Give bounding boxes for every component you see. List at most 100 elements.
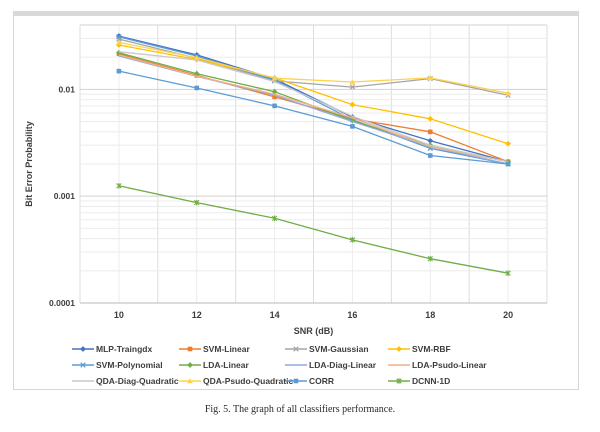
y-tick-label: 0.0001 <box>49 298 75 308</box>
data-point-marker <box>427 115 434 122</box>
x-tick-label: 12 <box>192 310 202 320</box>
x-axis-title: SNR (dB) <box>294 326 334 336</box>
data-point-marker <box>505 140 511 147</box>
legend-item-svm-rbf: SVM-RBF <box>388 343 538 355</box>
data-point-marker <box>194 199 200 206</box>
series-line-qda-diag-quadratic <box>118 51 509 163</box>
data-point-marker <box>505 90 511 96</box>
data-point-marker <box>349 79 356 85</box>
legend-item-lda-linear: LDA-Linear <box>179 359 285 371</box>
legend-item-svm-gaussian: SVM-Gaussian <box>285 343 388 355</box>
data-point-marker <box>427 255 433 262</box>
series-line-qda-psudo-quadratic <box>118 41 509 94</box>
data-point-marker <box>187 362 193 368</box>
legend-label-dcnn-1d: DCNN-1D <box>412 376 451 386</box>
legend-label-svm-polynomial: SVM-Polynomial <box>96 360 163 370</box>
legend-label-svm-gaussian: SVM-Gaussian <box>309 344 369 354</box>
legend-item-qda-psudo-quadratic: QDA-Psudo-Quadratic <box>179 375 293 387</box>
data-point-marker <box>427 129 433 135</box>
legend-swatch-lda-psudo-linear <box>388 364 410 366</box>
data-point-marker <box>116 34 122 40</box>
legend-item-corr: CORR <box>285 375 388 387</box>
series-line-mlp-traingdx <box>118 35 509 163</box>
chart-legend: MLP-Traingdx SVM-Linear SVM-Gaussian SVM-RB… <box>72 343 538 387</box>
data-point-marker <box>271 88 278 95</box>
legend-item-mlp-traingdx: MLP-Traingdx <box>72 343 179 355</box>
data-point-marker <box>116 49 122 56</box>
data-point-marker <box>349 237 356 243</box>
legend-label-svm-rbf: SVM-RBF <box>412 344 451 354</box>
data-point-marker <box>505 161 511 167</box>
legend-item-svm-polynomial: SVM-Polynomial <box>72 359 179 371</box>
legend-swatch-svm-polynomial <box>72 362 94 368</box>
legend-item-lda-diag-linear: LDA-Diag-Linear <box>285 359 388 371</box>
y-tick-label: 0.001 <box>54 191 76 201</box>
data-point-marker <box>272 103 277 109</box>
data-point-marker <box>116 39 122 45</box>
data-point-marker <box>293 346 299 352</box>
data-point-marker <box>272 94 277 100</box>
x-tick-label: 10 <box>114 310 124 320</box>
data-point-marker <box>80 362 86 368</box>
figure-caption: Fig. 5. The graph of all classifiers per… <box>204 404 396 415</box>
x-tick-label: 18 <box>425 310 435 320</box>
legend-swatch-lda-diag-linear <box>285 364 307 366</box>
legend-swatch-dcnn-1d <box>388 378 410 384</box>
x-tick-label: 16 <box>347 310 357 320</box>
data-point-marker <box>80 346 86 352</box>
data-point-marker <box>350 124 355 129</box>
data-point-marker <box>187 378 193 384</box>
series-line-svm-rbf <box>118 44 509 145</box>
series-line-svm-polynomial <box>118 36 509 165</box>
series-line-corr <box>118 70 509 165</box>
data-point-marker <box>271 75 278 81</box>
legend-swatch-mlp-traingdx <box>72 346 94 352</box>
legend-label-svm-linear: SVM-Linear <box>203 344 250 354</box>
legend-label-qda-diag-quadratic: QDA-Diag-Quadratic <box>96 376 179 386</box>
legend-swatch-lda-linear <box>179 362 201 368</box>
x-tick-label: 14 <box>270 310 280 320</box>
data-point-marker <box>396 346 402 352</box>
data-point-marker <box>427 74 434 81</box>
series-markers-qda-psudo-quadratic <box>116 39 511 96</box>
series-line-lda-psudo-linear <box>118 54 509 163</box>
legend-label-qda-psudo-quadratic: QDA-Psudo-Quadratic <box>203 376 294 386</box>
data-point-marker <box>187 346 193 352</box>
legend-swatch-qda-diag-quadratic <box>72 380 94 382</box>
series-markers-dcnn-1d <box>116 183 511 277</box>
legend-label-lda-psudo-linear: LDA-Psudo-Linear <box>412 360 487 370</box>
legend-swatch-corr <box>285 378 307 384</box>
data-point-marker <box>349 84 356 90</box>
legend-swatch-svm-rbf <box>388 346 410 352</box>
data-point-marker <box>396 378 402 384</box>
series-line-dcnn-1d <box>118 185 509 274</box>
y-tick-label: 0.01 <box>58 84 75 94</box>
data-point-marker <box>427 137 434 144</box>
x-tick-label: 20 <box>503 310 513 320</box>
legend-item-lda-psudo-linear: LDA-Psudo-Linear <box>388 359 538 371</box>
legend-swatch-svm-linear <box>179 346 201 352</box>
y-axis-title: Bit Error Probability <box>24 121 34 207</box>
series-markers-corr <box>116 68 511 167</box>
data-point-marker <box>505 270 511 276</box>
line-chart: 0.01 0.001 0.0001 10 12 14 16 18 20 SNR (dB) Bit E… <box>24 24 548 336</box>
data-point-marker <box>271 215 278 222</box>
legend-item-dcnn-1d: DCNN-1D <box>388 375 538 387</box>
data-point-marker <box>194 85 200 91</box>
figure-frame: 0.01 0.001 0.0001 10 12 14 16 18 20 SNR (dB) Bit E… <box>13 11 579 390</box>
data-point-marker <box>427 153 433 158</box>
legend-label-mlp-traingdx: MLP-Traingdx <box>96 344 153 354</box>
data-point-marker <box>293 378 299 384</box>
data-point-marker <box>116 183 122 189</box>
legend-label-corr: CORR <box>309 376 335 386</box>
data-point-marker <box>349 101 356 108</box>
legend-swatch-qda-psudo-quadratic <box>179 378 201 384</box>
legend-label-lda-diag-linear: LDA-Diag-Linear <box>309 360 377 370</box>
legend-swatch-svm-gaussian <box>285 346 307 352</box>
data-point-marker <box>116 68 122 74</box>
legend-label-lda-linear: LDA-Linear <box>203 360 249 370</box>
legend-item-qda-diag-quadratic: QDA-Diag-Quadratic <box>72 375 179 387</box>
legend-item-svm-linear: SVM-Linear <box>179 343 285 355</box>
data-point-marker <box>193 54 200 60</box>
